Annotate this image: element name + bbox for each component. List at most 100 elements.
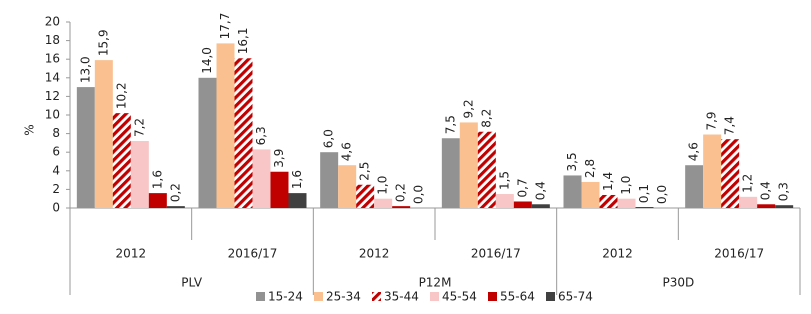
group-label: P30D [662,276,694,290]
value-label: 7,2 [132,118,146,137]
y-tick-label: 14 [45,70,60,84]
value-label: 2,5 [358,162,372,181]
bar [392,206,411,208]
x-tick-label: 2016/17 [228,247,278,261]
bar [477,131,496,208]
y-tick-label: 4 [52,163,60,177]
legend-swatch [372,292,381,301]
value-label: 0,4 [533,181,547,200]
bar [459,122,478,208]
legend-swatch [488,292,497,301]
value-label: 3,5 [565,152,579,171]
legend-swatch [256,292,265,301]
bar [635,207,654,208]
y-axis-label: % [23,124,37,135]
y-tick-label: 20 [45,15,60,29]
y-tick-label: 16 [45,52,60,66]
y-tick-label: 0 [52,201,60,215]
bar [513,201,532,208]
y-tick-label: 18 [45,33,60,47]
legend-label: 35-44 [384,290,419,304]
legend-label: 15-24 [268,290,303,304]
bar [739,196,758,208]
value-label: 7,5 [443,115,457,134]
value-label: 10,2 [114,82,128,109]
value-label: 14,0 [200,47,214,74]
legend-label: 55-64 [500,290,535,304]
bar [112,113,131,208]
bar [148,193,167,208]
value-label: 0,4 [759,181,773,200]
bar [94,60,113,208]
value-label: 7,9 [705,111,719,130]
value-label: 0,0 [412,185,426,204]
value-label: 0,2 [168,183,182,202]
value-label: 4,6 [340,142,354,161]
legend-swatch [546,292,555,301]
bar [617,198,636,208]
bar [374,198,393,208]
value-label: 3,9 [272,149,286,168]
value-label: 1,6 [290,170,304,189]
value-label: 7,4 [723,116,737,135]
legend-swatch [314,292,323,301]
bar [531,204,550,208]
value-label: 1,2 [741,174,755,193]
bar [685,165,704,208]
bar [288,193,307,208]
bar [252,149,271,208]
value-label: 4,6 [687,142,701,161]
bar [775,205,794,208]
bar [130,141,149,208]
bar [563,175,582,208]
y-tick-label: 6 [52,145,60,159]
group-label: PLV [181,276,203,290]
y-tick-label: 2 [52,182,60,196]
value-label: 6,3 [254,126,268,145]
value-label: 8,2 [479,109,493,128]
bar [198,77,217,208]
value-label: 0,3 [777,182,791,201]
value-label: 0,1 [637,184,651,203]
value-label: 1,0 [376,176,390,195]
bar [581,181,600,208]
value-label: 15,9 [96,29,110,56]
bar [76,87,95,208]
bar [599,194,618,208]
value-label: 13,0 [78,56,92,83]
group-label: P12M [419,276,452,290]
bar [495,194,514,208]
bar [703,134,722,208]
y-tick-label: 8 [52,126,60,140]
value-label: 17,7 [218,13,232,40]
y-tick-label: 10 [45,108,60,122]
legend-label: 25-34 [326,290,361,304]
bar [320,152,339,208]
value-label: 0,0 [655,185,669,204]
legend-label: 45-54 [442,290,477,304]
x-tick-label: 2016/17 [714,247,764,261]
bar [270,171,289,208]
value-label: 0,7 [515,178,529,197]
x-tick-label: 2012 [602,247,633,261]
bar [216,43,235,208]
x-tick-label: 2012 [116,247,147,261]
legend-label: 65-74 [558,290,593,304]
x-tick-label: 2012 [359,247,390,261]
legend-swatch [430,292,439,301]
value-label: 1,5 [497,171,511,190]
value-label: 16,1 [236,28,250,55]
x-tick-label: 2016/17 [471,247,521,261]
bar [721,139,740,208]
value-label: 2,8 [583,159,597,178]
value-label: 6,0 [322,129,336,148]
value-label: 9,2 [461,99,475,118]
bar [356,184,375,208]
bar [338,165,357,208]
value-label: 1,0 [619,176,633,195]
y-tick-label: 12 [45,89,60,103]
bar [234,58,253,208]
value-label: 1,6 [150,170,164,189]
